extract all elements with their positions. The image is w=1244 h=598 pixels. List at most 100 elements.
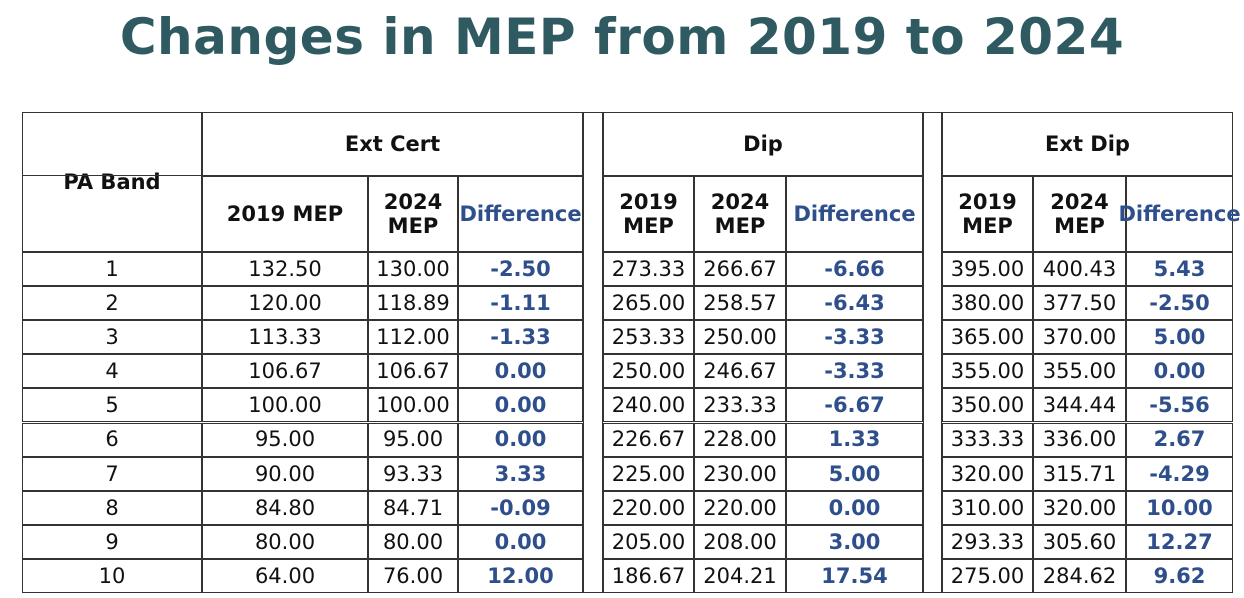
- mep-cell: 186.67: [603, 558, 694, 593]
- mep-cell: 106.67: [202, 354, 368, 389]
- mep-cell: 320.00: [942, 456, 1033, 491]
- difference-cell: -6.67: [786, 388, 923, 423]
- col-header-2-3: Difference: [786, 176, 923, 252]
- mep-cell: 365.00: [942, 320, 1033, 355]
- page-title: Changes in MEP from 2019 to 2024: [119, 8, 1125, 66]
- difference-cell: 3.33: [458, 456, 583, 491]
- difference-cell: 5.43: [1126, 252, 1233, 287]
- mep-cell: 220.00: [694, 490, 786, 525]
- mep-cell: 225.00: [603, 456, 694, 491]
- mep-cell: 90.00: [202, 456, 368, 491]
- difference-cell: 9.62: [1126, 558, 1233, 593]
- col-header-2-1: 2019 MEP: [603, 176, 694, 252]
- difference-cell: 5.00: [1126, 320, 1233, 355]
- mep-cell: 258.57: [694, 286, 786, 321]
- mep-cell: 95.00: [202, 422, 368, 457]
- mep-cell: 395.00: [942, 252, 1033, 287]
- difference-cell: -3.33: [786, 354, 923, 389]
- mep-cell: 228.00: [694, 422, 786, 457]
- mep-cell: 233.33: [694, 388, 786, 423]
- col-header-1-3: Difference: [458, 176, 583, 252]
- mep-cell: 293.33: [942, 524, 1033, 559]
- mep-cell: 204.21: [694, 558, 786, 593]
- pa-band-cell: 4: [22, 354, 202, 389]
- group-header-3: Ext Dip: [942, 112, 1233, 176]
- mep-cell: 226.67: [603, 422, 694, 457]
- difference-cell: -6.66: [786, 252, 923, 287]
- mep-cell: 205.00: [603, 524, 694, 559]
- difference-cell: 0.00: [1126, 354, 1233, 389]
- mep-cell: 250.00: [694, 320, 786, 355]
- mep-cell: 112.00: [368, 320, 458, 355]
- mep-cell: 208.00: [694, 524, 786, 559]
- mep-cell: 106.67: [368, 354, 458, 389]
- mep-cell: 310.00: [942, 490, 1033, 525]
- mep-cell: 95.00: [368, 422, 458, 457]
- mep-cell: 315.71: [1033, 456, 1126, 491]
- mep-cell: 370.00: [1033, 320, 1126, 355]
- mep-cell: 84.80: [202, 490, 368, 525]
- mep-cell: 118.89: [368, 286, 458, 321]
- col-header-1-2: 2024 MEP: [368, 176, 458, 252]
- mep-cell: 64.00: [202, 558, 368, 593]
- difference-cell: -1.11: [458, 286, 583, 321]
- mep-cell: 93.33: [368, 456, 458, 491]
- difference-cell: 1.33: [786, 422, 923, 457]
- group-header-2: Dip: [603, 112, 923, 176]
- mep-cell: 305.60: [1033, 524, 1126, 559]
- col-header-1-1: 2019 MEP: [202, 176, 368, 252]
- mep-cell: 320.00: [1033, 490, 1126, 525]
- difference-cell: -6.43: [786, 286, 923, 321]
- pa-band-cell: 6: [22, 422, 202, 457]
- pa-band-cell: 1: [22, 252, 202, 287]
- difference-cell: 17.54: [786, 558, 923, 593]
- difference-cell: 0.00: [458, 524, 583, 559]
- difference-cell: -1.33: [458, 320, 583, 355]
- mep-cell: 120.00: [202, 286, 368, 321]
- mep-cell: 275.00: [942, 558, 1033, 593]
- mep-cell: 100.00: [368, 388, 458, 423]
- difference-cell: 5.00: [786, 456, 923, 491]
- col-header-3-2: 2024 MEP: [1033, 176, 1126, 252]
- difference-cell: 0.00: [786, 490, 923, 525]
- pa-band-cell: 10: [22, 558, 202, 593]
- difference-cell: -5.56: [1126, 388, 1233, 423]
- difference-cell: -2.50: [458, 252, 583, 287]
- difference-cell: 0.00: [458, 422, 583, 457]
- pa-band-header-top: [22, 112, 202, 176]
- mep-cell: 113.33: [202, 320, 368, 355]
- group-header-1: Ext Cert: [202, 112, 583, 176]
- mep-cell: 220.00: [603, 490, 694, 525]
- mep-cell: 132.50: [202, 252, 368, 287]
- mep-cell: 80.00: [368, 524, 458, 559]
- mep-cell: 344.44: [1033, 388, 1126, 423]
- pa-band-cell: 7: [22, 456, 202, 491]
- difference-cell: -0.09: [458, 490, 583, 525]
- difference-cell: -3.33: [786, 320, 923, 355]
- difference-cell: 12.27: [1126, 524, 1233, 559]
- mep-cell: 355.00: [1033, 354, 1126, 389]
- mep-cell: 130.00: [368, 252, 458, 287]
- col-header-2-2: 2024 MEP: [694, 176, 786, 252]
- mep-cell: 250.00: [603, 354, 694, 389]
- col-header-3-3: Difference: [1118, 176, 1241, 252]
- difference-cell: -4.29: [1126, 456, 1233, 491]
- difference-cell: 3.00: [786, 524, 923, 559]
- difference-cell: 10.00: [1126, 490, 1233, 525]
- difference-cell: 12.00: [458, 558, 583, 593]
- mep-cell: 84.71: [368, 490, 458, 525]
- mep-cell: 336.00: [1033, 422, 1126, 457]
- pa-band-cell: 9: [22, 524, 202, 559]
- pa-band-cell: 8: [22, 490, 202, 525]
- mep-cell: 350.00: [942, 388, 1033, 423]
- mep-cell: 253.33: [603, 320, 694, 355]
- difference-cell: -2.50: [1126, 286, 1233, 321]
- mep-cell: 265.00: [603, 286, 694, 321]
- mep-cell: 230.00: [694, 456, 786, 491]
- mep-cell: 266.67: [694, 252, 786, 287]
- pa-band-cell: 3: [22, 320, 202, 355]
- group-separator: [923, 112, 942, 593]
- mep-cell: 80.00: [202, 524, 368, 559]
- mep-cell: 240.00: [603, 388, 694, 423]
- pa-band-cell: 5: [22, 388, 202, 423]
